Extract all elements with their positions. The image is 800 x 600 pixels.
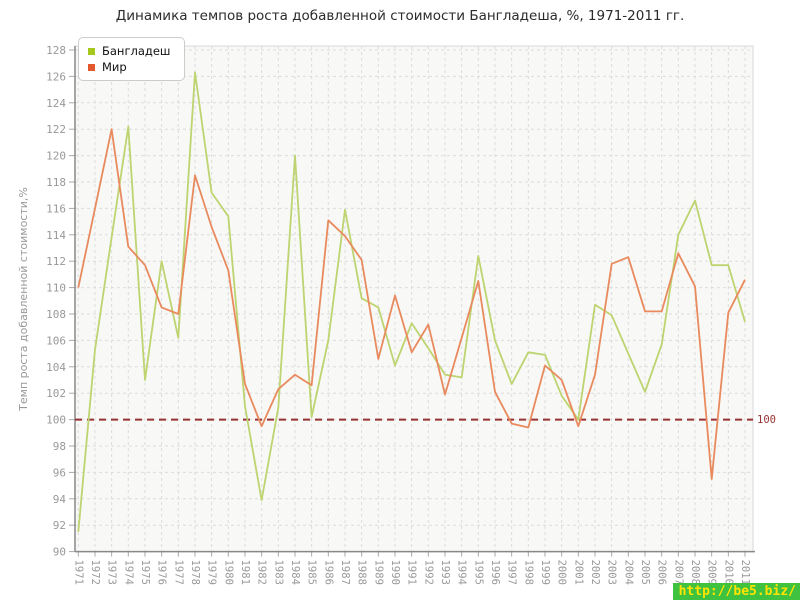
x-tick-label: 1989: [372, 560, 384, 585]
x-tick-label: 1974: [122, 560, 134, 585]
y-tick-label: 92: [53, 519, 66, 532]
x-tick-label: 2010: [722, 560, 734, 585]
y-tick-label: 124: [46, 97, 66, 110]
x-tick-label: 1998: [522, 560, 534, 585]
y-tick-label: 128: [46, 44, 66, 57]
reference-line-label: 100: [757, 414, 776, 426]
x-tick-label: 1983: [272, 560, 284, 585]
x-tick-label: 1996: [489, 560, 501, 585]
x-tick-label: 2008: [689, 560, 701, 585]
y-tick-label: 106: [46, 334, 66, 347]
y-tick-label: 102: [46, 387, 66, 400]
y-tick-label: 96: [53, 466, 66, 479]
x-tick-label: 2004: [622, 560, 634, 585]
y-tick-label: 122: [46, 123, 66, 136]
x-tick-label: 1979: [206, 560, 218, 585]
legend-label-bangladesh: Бангладеш: [102, 44, 171, 58]
y-axis-title: Темп роста добавленной стоимости,%: [17, 187, 30, 412]
x-tick-label: 1986: [322, 560, 334, 585]
x-tick-label: 1976: [156, 560, 168, 585]
x-tick-label: 2001: [572, 560, 584, 585]
x-tick-label: 2005: [639, 560, 651, 585]
x-tick-label: 2007: [672, 560, 684, 585]
x-tick-label: 1977: [172, 560, 184, 585]
y-tick-label: 108: [46, 308, 66, 321]
x-tick-label: 1984: [289, 560, 301, 585]
y-tick-label: 94: [53, 493, 67, 506]
y-tick-label: 120: [46, 150, 66, 163]
x-tick-label: 1987: [339, 560, 351, 585]
x-tick-label: 1985: [306, 560, 318, 585]
x-tick-label: 1991: [406, 560, 418, 585]
x-tick-label: 1990: [389, 560, 401, 585]
y-tick-label: 98: [53, 440, 66, 453]
x-tick-label: 1999: [539, 560, 551, 585]
world-swatch-icon: [88, 63, 95, 71]
y-tick-label: 116: [46, 202, 66, 215]
legend-item-world[interactable]: Мир: [88, 59, 170, 75]
bangladesh-swatch-icon: [88, 47, 95, 55]
x-tick-label: 1997: [506, 560, 518, 585]
x-tick-label: 1995: [472, 560, 484, 585]
x-tick-label: 1981: [239, 560, 251, 585]
x-tick-label: 1994: [456, 560, 468, 585]
series-bangladesh-line: [77, 71, 746, 532]
y-tick-label: 118: [46, 176, 66, 189]
x-tick-label: 1971: [72, 560, 84, 585]
x-tick-label: 1982: [256, 560, 268, 585]
y-tick-label: 104: [46, 361, 66, 374]
x-tick-label: 2003: [606, 560, 618, 585]
x-tick-label: 2002: [589, 560, 601, 585]
x-tick-label: 1993: [439, 560, 451, 585]
plot-background: [74, 45, 754, 553]
y-tick-label: 114: [46, 229, 66, 242]
legend-label-world: Мир: [102, 60, 127, 74]
legend-item-bangladesh[interactable]: Бангладеш: [88, 43, 170, 59]
y-tick-label: 126: [46, 70, 66, 83]
y-tick-label: 110: [46, 282, 66, 295]
x-tick-label: 1973: [106, 560, 118, 585]
x-tick-label: 2000: [556, 560, 568, 585]
x-tick-label: 2011: [739, 560, 751, 585]
x-tick-label: 1980: [222, 560, 234, 585]
series-world-line: [77, 128, 746, 480]
y-tick-label: 100: [46, 414, 66, 427]
x-tick-label: 1978: [189, 560, 201, 585]
x-tick-label: 2009: [706, 560, 718, 585]
x-tick-label: 1992: [422, 560, 434, 585]
x-tick-label: 1975: [139, 560, 151, 585]
chart-title: Динамика темпов роста добавленной стоимо…: [115, 8, 685, 24]
x-tick-label: 2006: [656, 560, 668, 585]
y-tick-label: 112: [46, 255, 66, 268]
legend: Бангладеш Мир: [78, 37, 186, 81]
x-tick-label: 1988: [356, 560, 368, 585]
watermark-link[interactable]: http://be5.biz/: [672, 583, 800, 600]
y-tick-label: 90: [53, 546, 66, 559]
x-tick-label: 1972: [89, 560, 101, 585]
